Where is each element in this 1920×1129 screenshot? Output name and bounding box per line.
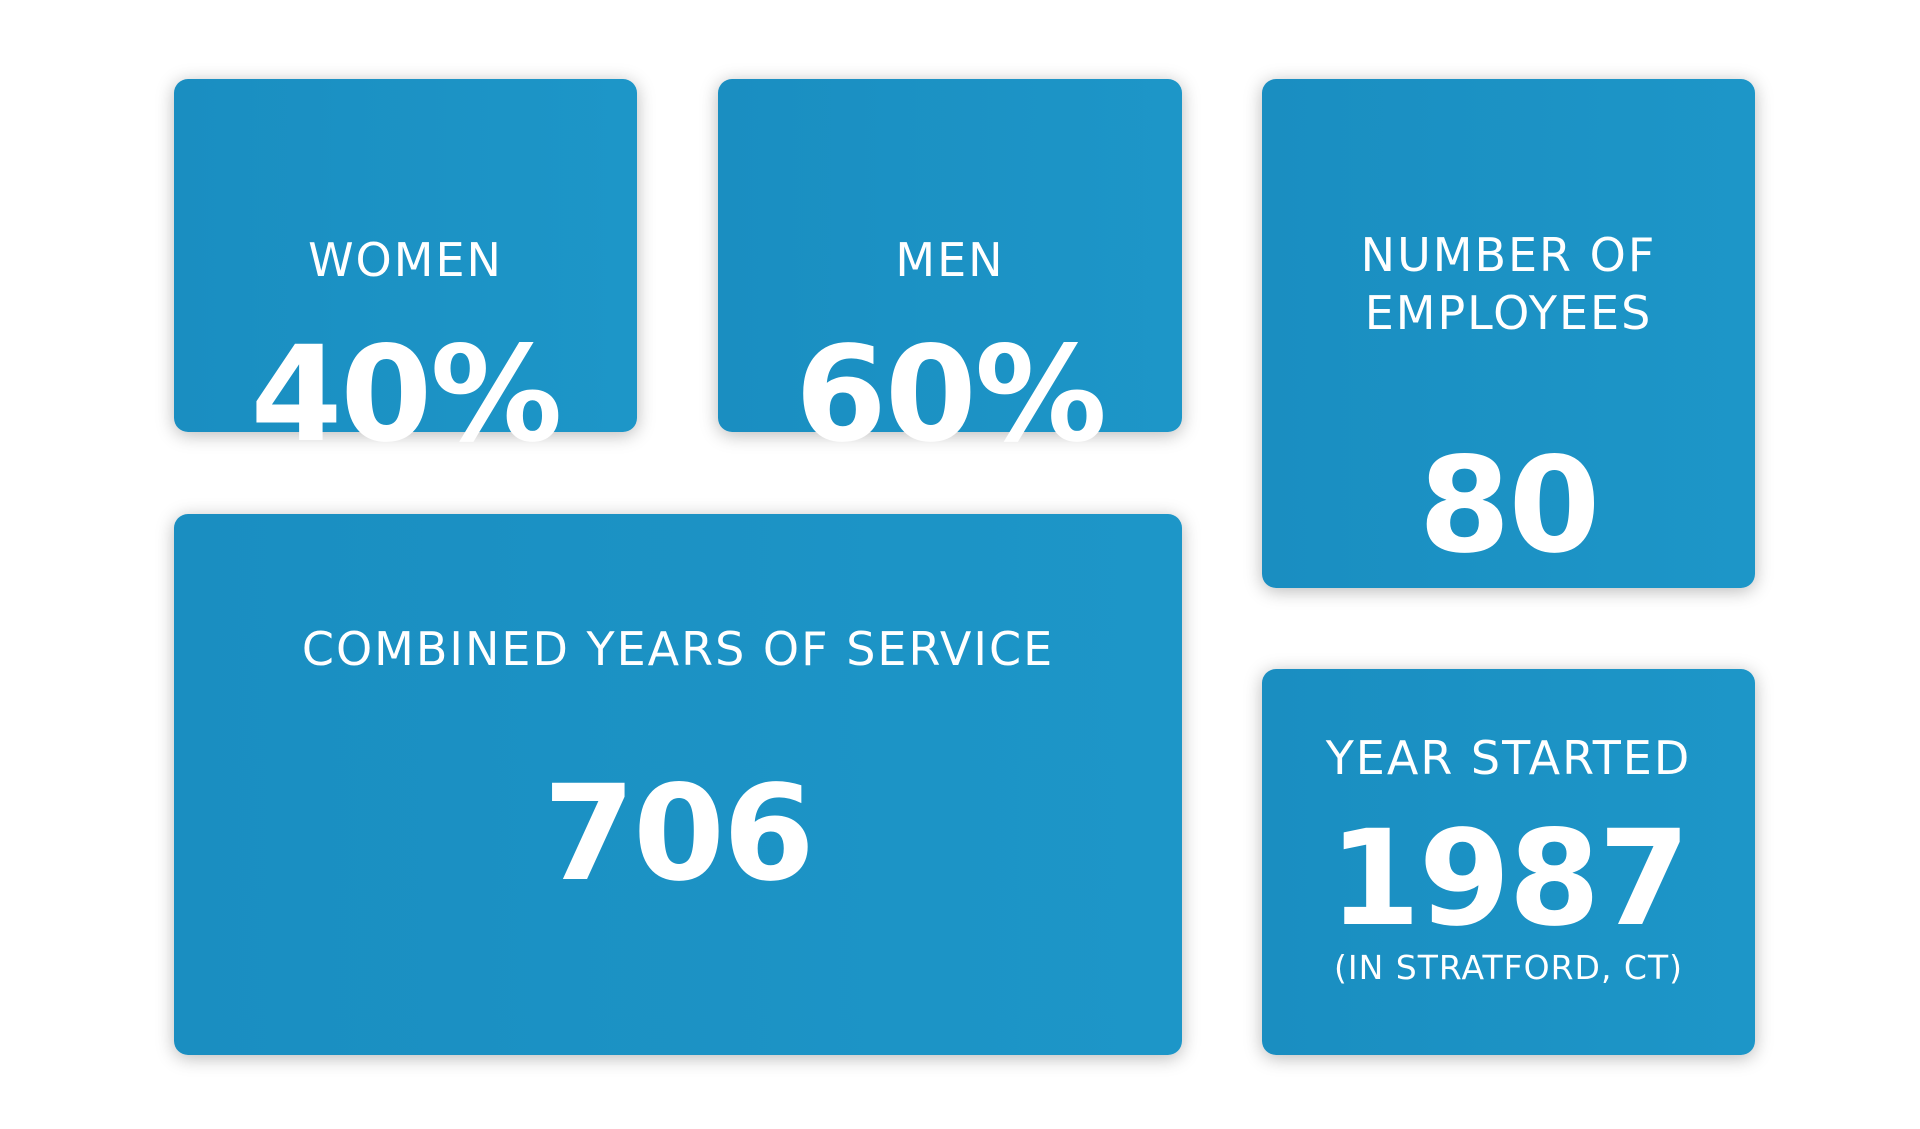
women-label: WOMEN [308, 233, 503, 287]
year-started-label: YEAR STARTED [1325, 731, 1692, 785]
service-value: 706 [543, 757, 815, 911]
service-label: COMBINED YEARS OF SERVICE [301, 622, 1055, 676]
year-started-stat-card: YEAR STARTED 1987 (IN STRATFORD, CT) [1262, 669, 1755, 1055]
women-stat-card: WOMEN 40% [174, 79, 637, 465]
employees-label: NUMBER OF EMPLOYEES [1262, 226, 1755, 342]
employees-label-line1: NUMBER OF [1360, 228, 1657, 282]
employees-value: 80 [1418, 429, 1601, 583]
employees-label-line2: EMPLOYEES [1364, 286, 1653, 340]
men-label: MEN [895, 233, 1005, 287]
men-stat-card: MEN 60% [718, 79, 1182, 465]
service-stat-card: COMBINED YEARS OF SERVICE 706 [174, 514, 1182, 1055]
men-value: 60% [795, 318, 1107, 472]
employees-stat-card: NUMBER OF EMPLOYEES 80 [1262, 79, 1755, 588]
year-started-value: 1987 [1328, 802, 1690, 956]
year-started-note: (IN STRATFORD, CT) [1334, 948, 1683, 987]
women-value: 40% [250, 318, 563, 472]
